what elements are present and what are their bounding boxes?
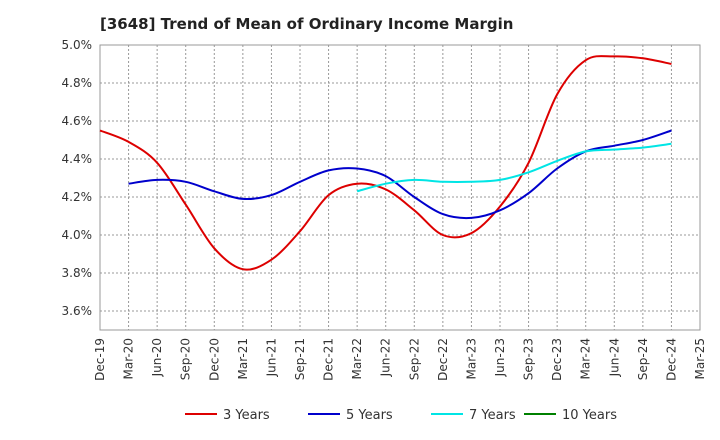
series-line-3-years bbox=[99, 55, 672, 271]
x-tick-label: Dec-23 bbox=[550, 338, 564, 381]
x-tick-label: Dec-20 bbox=[207, 338, 221, 381]
series-lines bbox=[99, 55, 672, 271]
x-tick-label: Sep-22 bbox=[407, 338, 421, 380]
x-tick-label: Jun-21 bbox=[264, 338, 278, 377]
x-tick-label: Mar-23 bbox=[464, 338, 478, 379]
x-tick-label: Sep-20 bbox=[179, 338, 193, 380]
x-tick-label: Jun-23 bbox=[493, 338, 507, 377]
x-tick-label: Dec-22 bbox=[436, 338, 450, 381]
x-tick-label: Dec-19 bbox=[93, 338, 107, 381]
x-tick-label: Dec-24 bbox=[664, 338, 678, 381]
y-tick-label: 4.0% bbox=[62, 228, 93, 242]
x-tick-label: Sep-23 bbox=[522, 338, 536, 380]
x-tick-label: Mar-21 bbox=[236, 338, 250, 379]
y-tick-label: 3.6% bbox=[62, 304, 93, 318]
legend-label: 5 Years bbox=[346, 408, 393, 423]
x-tick-label: Jun-22 bbox=[379, 338, 393, 377]
y-axis-ticks: 5.0% 4.8% 4.6% 4.4% 4.2% 4.0% 3.8% 3.6% bbox=[62, 38, 93, 318]
chart-title: [3648] Trend of Mean of Ordinary Income … bbox=[100, 15, 514, 33]
x-tick-label: Sep-24 bbox=[636, 338, 650, 380]
y-tick-label: 4.2% bbox=[62, 190, 93, 204]
series-line-5-years bbox=[128, 129, 672, 220]
x-tick-label: Jun-20 bbox=[150, 338, 164, 377]
x-tick-label: Sep-21 bbox=[293, 338, 307, 380]
legend-label: 7 Years bbox=[469, 408, 516, 423]
x-tick-label: Dec-21 bbox=[322, 338, 336, 381]
y-tick-label: 4.8% bbox=[62, 76, 93, 90]
y-tick-label: 3.8% bbox=[62, 266, 93, 280]
series-line-7-years bbox=[356, 142, 672, 193]
y-tick-label: 5.0% bbox=[62, 38, 93, 52]
x-tick-label: Mar-22 bbox=[350, 338, 364, 379]
legend-label: 10 Years bbox=[562, 408, 617, 423]
grid bbox=[99, 44, 701, 330]
x-axis-ticks: Dec-19 Mar-20 Jun-20 Sep-20 Dec-20 Mar-21 Jun-… bbox=[93, 338, 707, 381]
y-tick-label: 4.4% bbox=[62, 152, 93, 166]
plot-area-frame bbox=[99, 44, 701, 331]
legend: 3 Years 5 Years 7 Years 10 Years bbox=[185, 408, 617, 423]
x-tick-label: Mar-24 bbox=[579, 338, 593, 379]
x-tick-label: Mar-20 bbox=[122, 338, 136, 379]
legend-label: 3 Years bbox=[223, 408, 270, 423]
x-tick-label: Jun-24 bbox=[607, 338, 621, 377]
x-tick-label: Mar-25 bbox=[693, 338, 707, 379]
y-tick-label: 4.6% bbox=[62, 114, 93, 128]
